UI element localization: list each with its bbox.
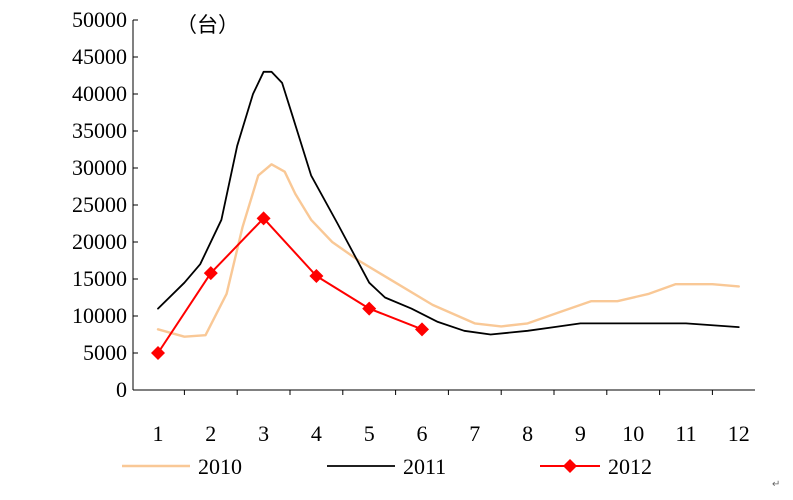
- x-tick-label: 10: [622, 421, 644, 446]
- x-tick-label: 6: [417, 421, 428, 446]
- y-tick-label: 50000: [72, 7, 127, 32]
- legend: 2010 2011 2012: [122, 454, 652, 479]
- data-point-2012: [415, 322, 429, 337]
- legend-label-2012: 2012: [608, 454, 652, 479]
- x-tick-label: 3: [258, 421, 269, 446]
- x-tick-labels: 1 2 3 4 5 6 7 8 9 10 11 12: [153, 421, 750, 446]
- x-tick-label: 1: [153, 421, 164, 446]
- legend-label-2010: 2010: [198, 454, 242, 479]
- x-tick-label: 2: [205, 421, 216, 446]
- y-tick-label: 30000: [72, 155, 127, 180]
- y-tick-label: 40000: [72, 81, 127, 106]
- y-tick-label: 0: [116, 377, 127, 402]
- series-line-2012: [157, 217, 423, 354]
- x-tick-label: 5: [364, 421, 375, 446]
- y-tick-label: 5000: [83, 340, 127, 365]
- x-tick-label: 11: [675, 421, 696, 446]
- y-tick-label: 10000: [72, 303, 127, 328]
- data-point-2012: [362, 301, 377, 316]
- y-tick-labels: 0 5000 10000 15000 20000 25000 30000 35000 40000…: [72, 7, 127, 402]
- y-tick-label: 15000: [72, 266, 127, 291]
- y-tick-label: 20000: [72, 229, 127, 254]
- series-line-2011: [157, 70, 740, 336]
- data-point-2012: [203, 266, 218, 281]
- series-layer: [151, 70, 740, 360]
- unit-label: （台）: [176, 13, 239, 37]
- y-tick-label: 35000: [72, 118, 127, 143]
- data-point-2012: [151, 346, 165, 360]
- legend-marker-2012: [563, 459, 577, 473]
- series-line-2010: [156, 163, 740, 338]
- data-point-2012: [256, 211, 271, 226]
- x-tick-label: 7: [469, 421, 480, 446]
- return-mark-glyph: ↵: [772, 479, 780, 490]
- x-tick-label: 12: [728, 421, 750, 446]
- y-tick-label: 25000: [72, 192, 127, 217]
- y-tick-label: 45000: [72, 44, 127, 69]
- x-tick-label: 9: [575, 421, 586, 446]
- legend-label-2011: 2011: [403, 454, 446, 479]
- chart-axes: [132, 19, 755, 395]
- x-tick-label: 4: [311, 421, 322, 446]
- x-tick-label: 8: [522, 421, 533, 446]
- data-point-2012: [309, 269, 324, 284]
